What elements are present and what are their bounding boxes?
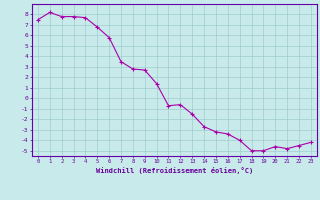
X-axis label: Windchill (Refroidissement éolien,°C): Windchill (Refroidissement éolien,°C) bbox=[96, 167, 253, 174]
